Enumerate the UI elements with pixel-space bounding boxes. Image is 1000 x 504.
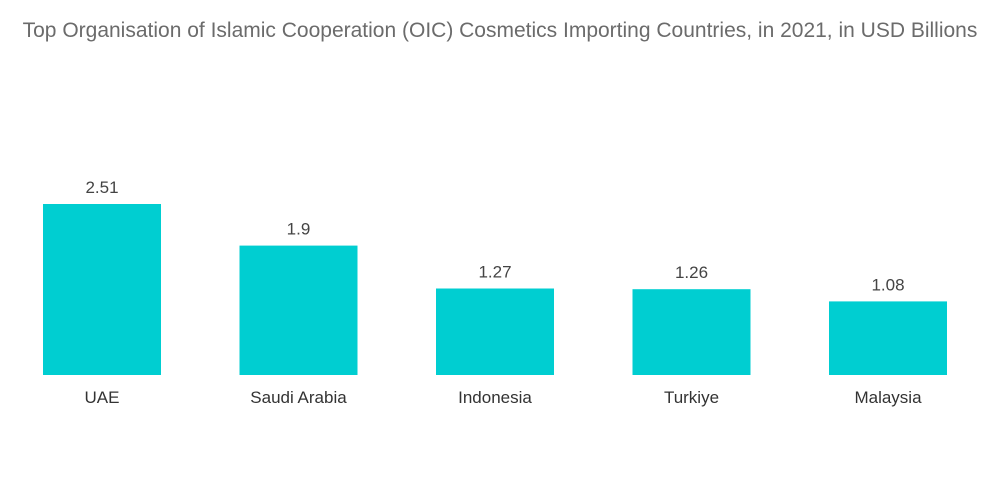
category-label-uae: UAE <box>85 388 120 407</box>
value-label-indonesia: 1.27 <box>478 263 511 282</box>
value-label-uae: 2.51 <box>85 178 118 197</box>
bar-saudi-arabia <box>239 245 358 375</box>
bar-indonesia <box>436 288 554 375</box>
bar-malaysia <box>829 301 947 375</box>
bars-group <box>43 204 947 375</box>
value-label-saudi-arabia: 1.9 <box>287 220 311 239</box>
value-label-malaysia: 1.08 <box>871 275 904 294</box>
chart-title: Top Organisation of Islamic Cooperation … <box>22 19 978 42</box>
category-label-saudi-arabia: Saudi Arabia <box>250 388 347 407</box>
value-label-turkiye: 1.26 <box>675 263 708 282</box>
category-label-turkiye: Turkiye <box>664 388 719 407</box>
bar-turkiye <box>632 289 751 375</box>
category-labels-group: UAE Saudi Arabia Indonesia Turkiye Malaysia <box>85 388 923 407</box>
value-labels-group: 2.51 1.9 1.27 1.26 1.08 <box>85 178 904 294</box>
category-label-malaysia: Malaysia <box>854 388 922 407</box>
bar-uae <box>43 204 161 375</box>
category-label-indonesia: Indonesia <box>458 388 532 407</box>
